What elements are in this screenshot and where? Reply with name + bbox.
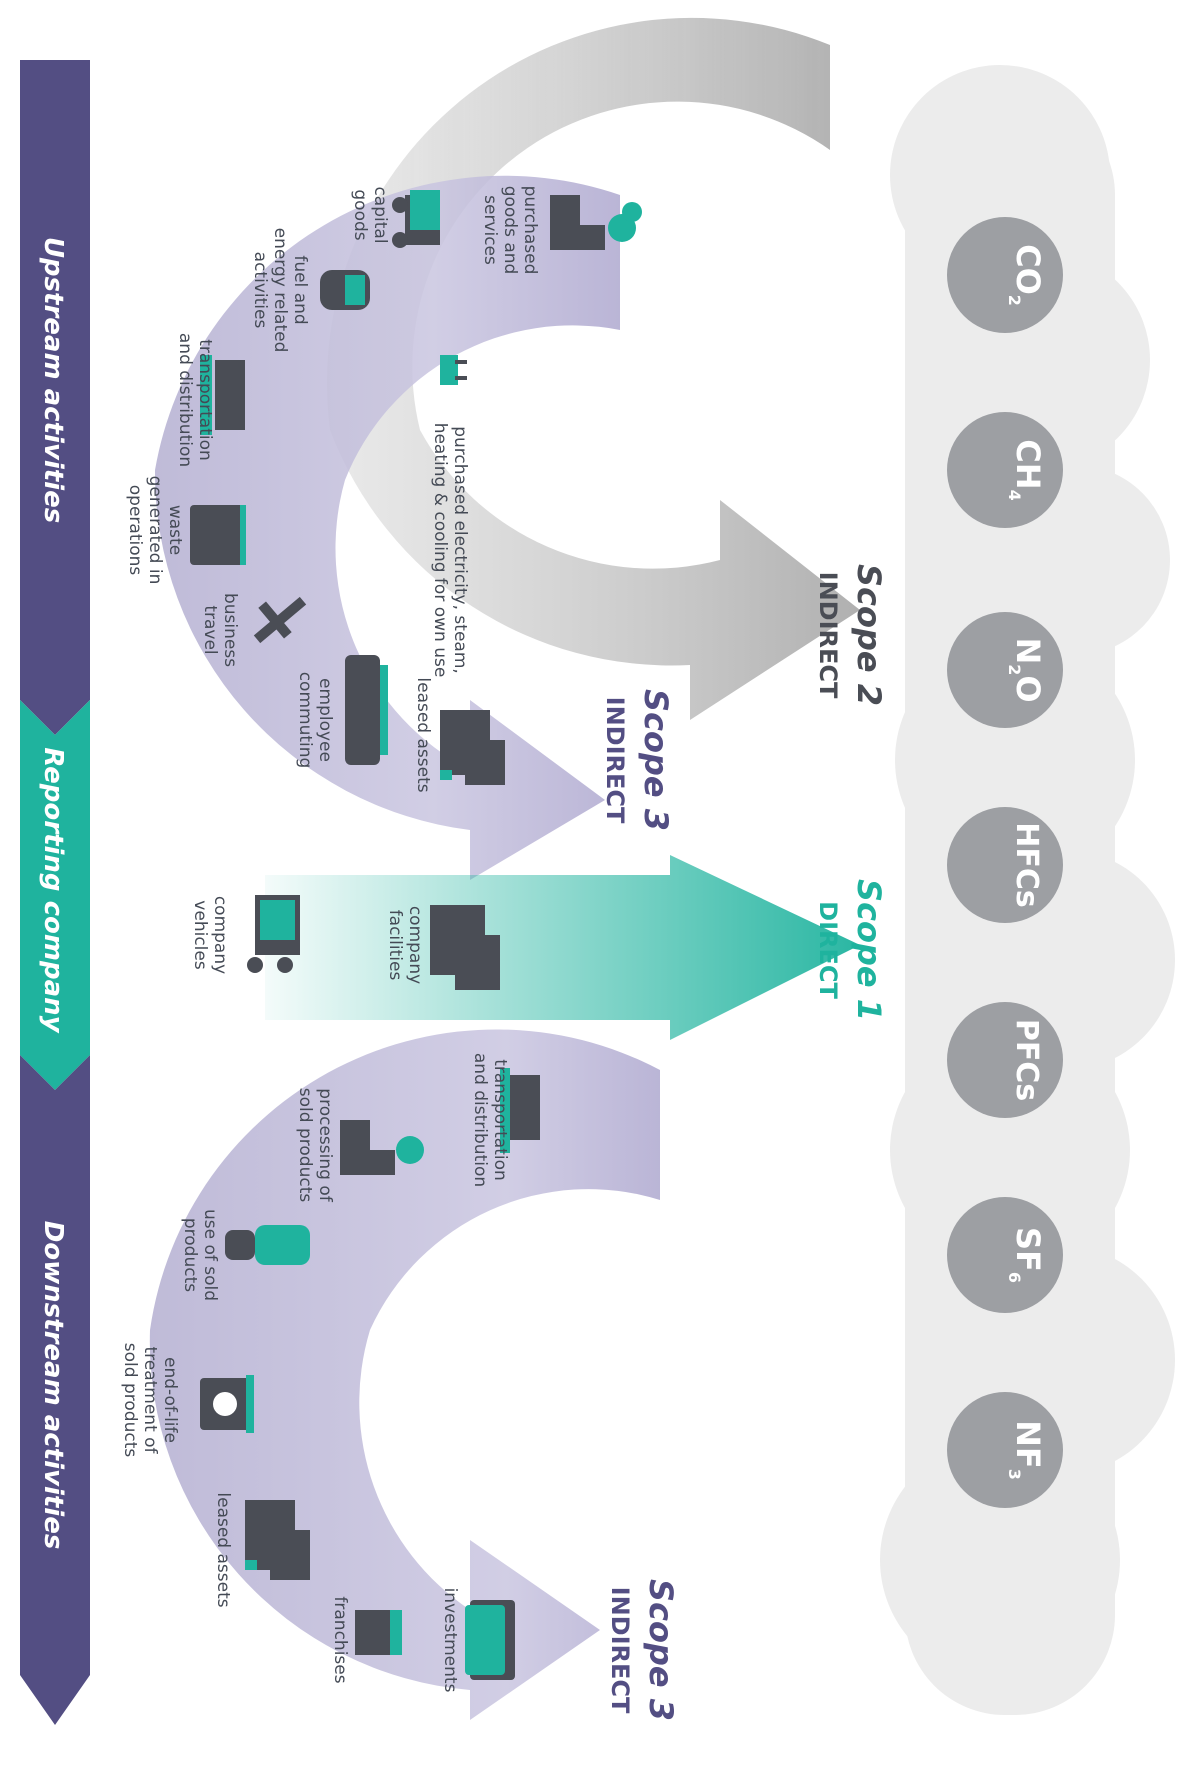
gas-circle (947, 1392, 1063, 1508)
downstream-label: Downstream activities (38, 1221, 68, 1550)
activity-label-use-sold: use of soldproducts (180, 1209, 220, 1301)
svg-text:INDIRECT: INDIRECT (606, 1587, 634, 1714)
downstream-band (20, 1055, 90, 1725)
money-icon (465, 1600, 515, 1680)
activity-label-investments: investments (440, 1588, 460, 1693)
gas-circle (947, 1002, 1063, 1118)
value-chain-band (20, 60, 90, 1725)
activity-label-leased-up: leased assets (413, 677, 433, 792)
svg-text:Scope 3: Scope 3 (637, 689, 675, 831)
svg-text:Scope 1: Scope 1 (850, 879, 888, 1021)
shop-icon (355, 1610, 402, 1655)
fuel-truck-icon (320, 270, 370, 310)
gas-circle (947, 807, 1063, 923)
svg-text:Scope 3: Scope 3 (642, 1579, 680, 1721)
reporting-band (20, 700, 90, 1090)
activity-label-transport-up: transportationand distribution (175, 333, 215, 467)
gas-circle (947, 612, 1063, 728)
gas-item: CH4 (947, 412, 1063, 528)
scope1-arrow (265, 855, 860, 1040)
activity-label-business-travel: businesstravel (200, 593, 240, 667)
activity-label-electricity: purchased electricity, steam,heating & c… (430, 423, 470, 678)
gas-label: CO2 (1005, 244, 1047, 306)
svg-text:INDIRECT: INDIRECT (601, 697, 629, 824)
gas-circle (947, 217, 1063, 333)
upstream-label: Upstream activities (38, 237, 68, 523)
building-icon-facilities (430, 905, 500, 990)
activity-label-purchased-goods: purchasedgoods andservices (480, 186, 540, 275)
gas-label: SF6 (1005, 1227, 1047, 1283)
reporting-label: Reporting company (38, 747, 68, 1033)
scope3-upstream-label: Scope 3 INDIRECT (601, 689, 675, 831)
activity-label-fuel-energy: fuel andenergy relatedactivities (250, 228, 310, 353)
ship-icon (200, 355, 245, 435)
svg-text:Scope 2: Scope 2 (850, 564, 888, 706)
factory-icon-processing (340, 1120, 424, 1175)
activity-labels: purchasedgoods andservices capitalgoods fu… (120, 186, 540, 1693)
activity-label-employee-commuting: employeecommuting (295, 672, 335, 769)
scope3-upstream-arrow (154, 175, 621, 880)
gas-label: PFCs (1009, 1019, 1044, 1101)
gas-label: HFCs (1009, 822, 1044, 907)
gas-circle (947, 412, 1063, 528)
scope2-label: Scope 2 INDIRECT (814, 564, 888, 706)
activity-label-end-of-life: end-of-lifetreatment ofsold products (120, 1343, 180, 1458)
waste-bin-icon (190, 505, 246, 565)
building-icon-downstream (245, 1500, 310, 1580)
scope3-downstream-arrow (149, 1029, 660, 1720)
vehicle-icon (247, 895, 300, 973)
activity-label-transport-down: transportationand distribution (470, 1053, 510, 1187)
gas-label: NF3 (1005, 1420, 1047, 1480)
building-icon-upstream (440, 710, 505, 785)
activity-label-leased-down: leased assets (213, 1492, 233, 1607)
gas-item: N2O (947, 612, 1063, 728)
gas-circle (947, 1197, 1063, 1313)
factory-icon (550, 195, 642, 250)
activity-label-company-facilities: companyfacilities (385, 906, 425, 984)
gas-item: NF3 (947, 1392, 1063, 1508)
recycle-bin-icon (200, 1375, 254, 1433)
gas-list: CO2 CH4 N2O HFCs PFCs SF6 NF3 (947, 217, 1063, 1508)
train-icon (345, 655, 388, 765)
upstream-band (20, 60, 90, 735)
gas-item: SF6 (947, 1197, 1063, 1313)
gas-item: CO2 (947, 217, 1063, 333)
light-bulb-icon (225, 1225, 310, 1265)
svg-text:DIRECT: DIRECT (814, 901, 842, 999)
plug-icon (440, 355, 467, 385)
gas-label: CH4 (1005, 439, 1047, 500)
svg-text:INDIRECT: INDIRECT (814, 572, 842, 699)
scope1-label: Scope 1 DIRECT (814, 879, 888, 1021)
gas-label: N2O (1005, 637, 1047, 702)
activity-label-capital-goods: capitalgoods (350, 186, 390, 243)
gas-item: HFCs (947, 807, 1063, 923)
scope3-downstream-label: Scope 3 INDIRECT (606, 1579, 680, 1721)
activity-label-company-vehicles: companyvehicles (190, 896, 230, 974)
activity-label-waste: wastegenerated inoperations (125, 476, 185, 585)
ship-icon-downstream (500, 1068, 540, 1153)
activity-label-processing: processing ofsold products (295, 1088, 335, 1203)
truck-icon (392, 190, 440, 248)
airplane-icon (253, 596, 307, 644)
gas-item: PFCs (947, 1002, 1063, 1118)
activity-label-franchises: franchises (330, 1596, 350, 1683)
